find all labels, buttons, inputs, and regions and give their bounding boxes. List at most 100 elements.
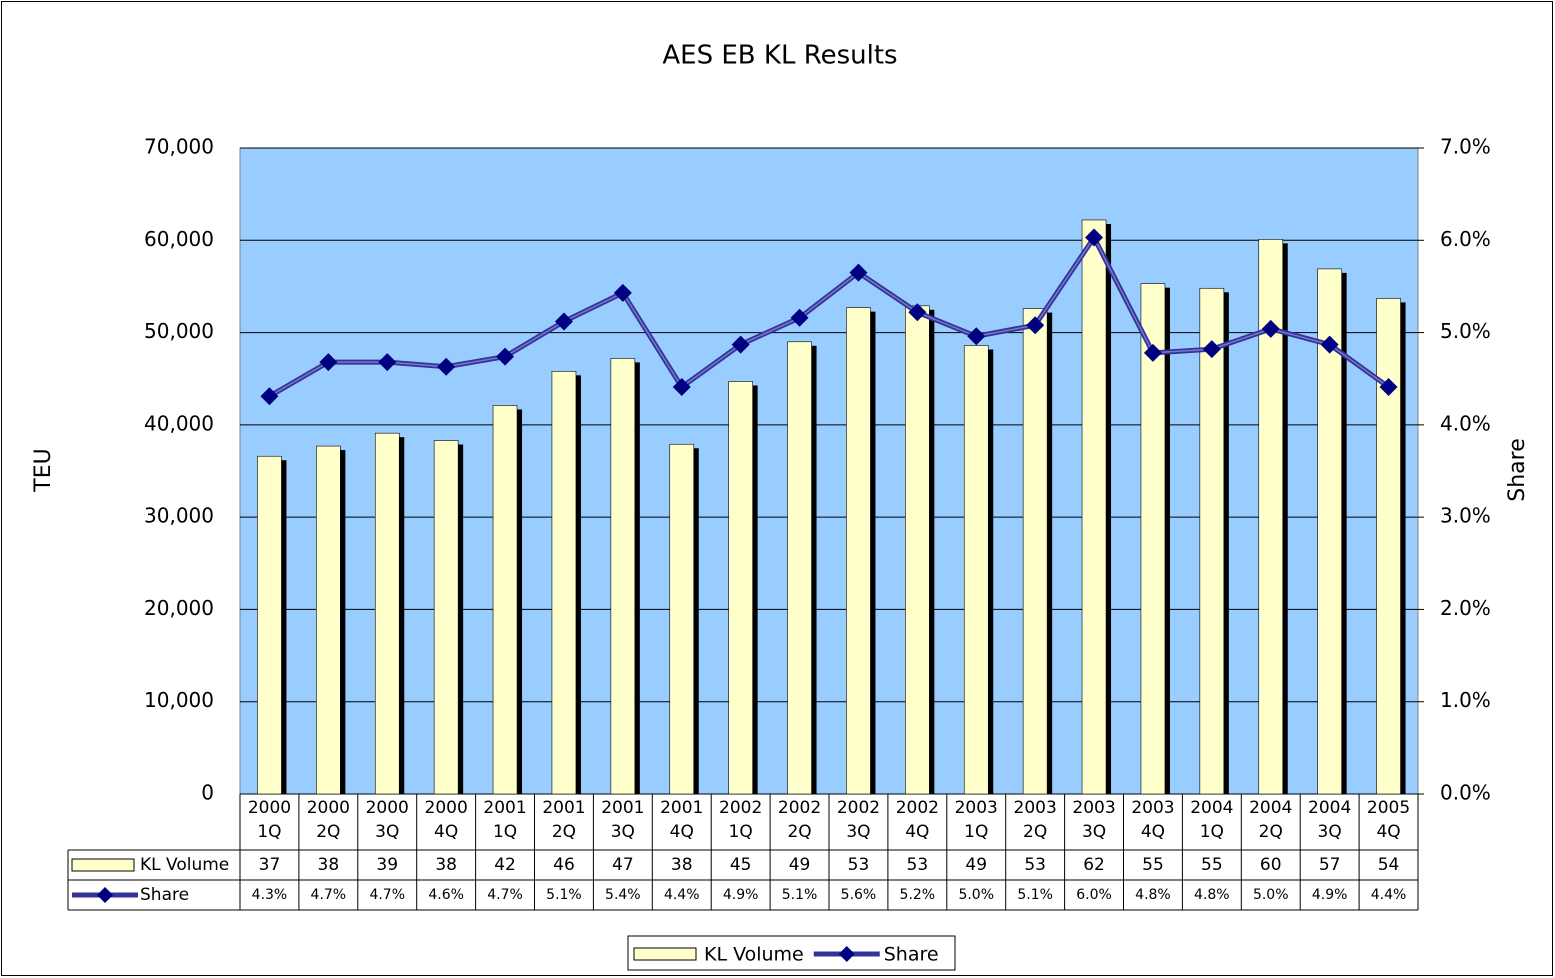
y2-tick-label: 2.0% (1440, 596, 1491, 620)
y2-tick-label: 6.0% (1440, 227, 1491, 251)
bar (433, 440, 459, 795)
table-value: 55 (1201, 855, 1223, 875)
bar (316, 445, 341, 795)
x-tick-label: 2001 (542, 798, 585, 818)
table-value: 5.0% (958, 887, 994, 903)
y-tick-label: 60,000 (144, 227, 214, 251)
table-value: 4.8% (1135, 887, 1171, 903)
x-tick-label: 1Q (493, 822, 517, 842)
table-value: 49 (965, 855, 987, 875)
x-tick-label: 4Q (1376, 822, 1400, 842)
bar (551, 371, 577, 795)
x-tick-label: 2Q (1259, 822, 1283, 842)
x-tick-label: 3Q (611, 822, 635, 842)
line-marker (378, 353, 397, 372)
table-value: 57 (1319, 855, 1341, 875)
table-value: 37 (259, 855, 281, 875)
x-tick-label: 4Q (905, 822, 929, 842)
table-value: 4.3% (252, 887, 288, 903)
y-axis-label: TEU (31, 448, 56, 492)
table-value: 4.9% (1312, 887, 1348, 903)
bar (963, 345, 989, 795)
x-tick-label: 2002 (837, 798, 880, 818)
bar (846, 307, 871, 795)
legend-marker (97, 887, 113, 903)
line-marker (496, 347, 515, 366)
table-value: 45 (730, 855, 752, 875)
y-tick-label: 70,000 (144, 135, 214, 159)
line-marker (613, 283, 632, 302)
y2-tick-label: 7.0% (1440, 135, 1491, 159)
y-tick-label: 40,000 (144, 411, 214, 435)
bar (1199, 287, 1225, 795)
x-tick-label: 2Q (1023, 822, 1047, 842)
bar (1022, 308, 1048, 795)
x-tick-label: 4Q (670, 822, 694, 842)
x-tick-label: 1Q (257, 822, 281, 842)
table-row-label: KL Volume (140, 855, 229, 875)
bar (905, 305, 930, 795)
x-tick-label: 3Q (846, 822, 870, 842)
bar (787, 341, 812, 795)
line-marker (731, 335, 750, 354)
table-value: 4.6% (428, 887, 464, 903)
table-value: 4.7% (487, 887, 523, 903)
x-tick-label: 2Q (316, 822, 340, 842)
x-tick-label: 3Q (1318, 822, 1342, 842)
table-value: 38 (318, 855, 340, 875)
x-tick-label: 2002 (896, 798, 939, 818)
table-value: 42 (494, 855, 516, 875)
bar (492, 405, 518, 795)
y2-tick-label: 0.0% (1440, 781, 1491, 805)
x-tick-label: 2001 (483, 798, 526, 818)
line-marker (1202, 340, 1221, 359)
line-marker (1085, 228, 1104, 247)
x-tick-label: 2003 (1072, 798, 1115, 818)
table-value: 4.4% (1371, 887, 1407, 903)
bar (257, 455, 282, 795)
line-marker (1379, 378, 1398, 397)
line-marker (260, 387, 279, 406)
bar (1376, 298, 1401, 795)
legend-label: Share (884, 944, 939, 966)
bar (1317, 268, 1342, 795)
table-value: 5.1% (782, 887, 818, 903)
y2-tick-label: 1.0% (1440, 688, 1491, 712)
table-value: 62 (1083, 855, 1105, 875)
table-value: 47 (612, 855, 634, 875)
y-tick-label: 20,000 (144, 596, 214, 620)
x-tick-label: 2002 (719, 798, 762, 818)
line-marker (1143, 343, 1162, 362)
y2-tick-label: 4.0% (1440, 411, 1491, 435)
line-marker (967, 327, 986, 346)
y-tick-label: 10,000 (144, 688, 214, 712)
bar (1140, 283, 1166, 795)
x-tick-label: 2Q (552, 822, 576, 842)
x-tick-label: 2Q (787, 822, 811, 842)
table-value: 4.9% (723, 887, 759, 903)
table-value: 4.7% (369, 887, 405, 903)
series-line-highlight (269, 236, 1389, 397)
table-value: 53 (848, 855, 870, 875)
bar (728, 381, 753, 795)
y2-tick-label: 3.0% (1440, 504, 1491, 528)
x-tick-label: 2001 (601, 798, 644, 818)
bar (374, 432, 400, 795)
table-value: 53 (1024, 855, 1046, 875)
x-tick-label: 2000 (307, 798, 350, 818)
x-tick-label: 2003 (955, 798, 998, 818)
line-marker (437, 357, 456, 376)
x-tick-label: 1Q (729, 822, 753, 842)
line-marker (319, 353, 338, 372)
table-value: 5.4% (605, 887, 641, 903)
line-marker (908, 303, 927, 322)
table-value: 54 (1378, 855, 1400, 875)
y-tick-label: 0 (201, 781, 214, 805)
line-marker (1026, 316, 1045, 335)
legend-box (627, 935, 956, 971)
x-tick-label: 4Q (1141, 822, 1165, 842)
table-value: 4.7% (311, 887, 347, 903)
x-tick-label: 2004 (1249, 798, 1292, 818)
x-tick-label: 2001 (660, 798, 703, 818)
